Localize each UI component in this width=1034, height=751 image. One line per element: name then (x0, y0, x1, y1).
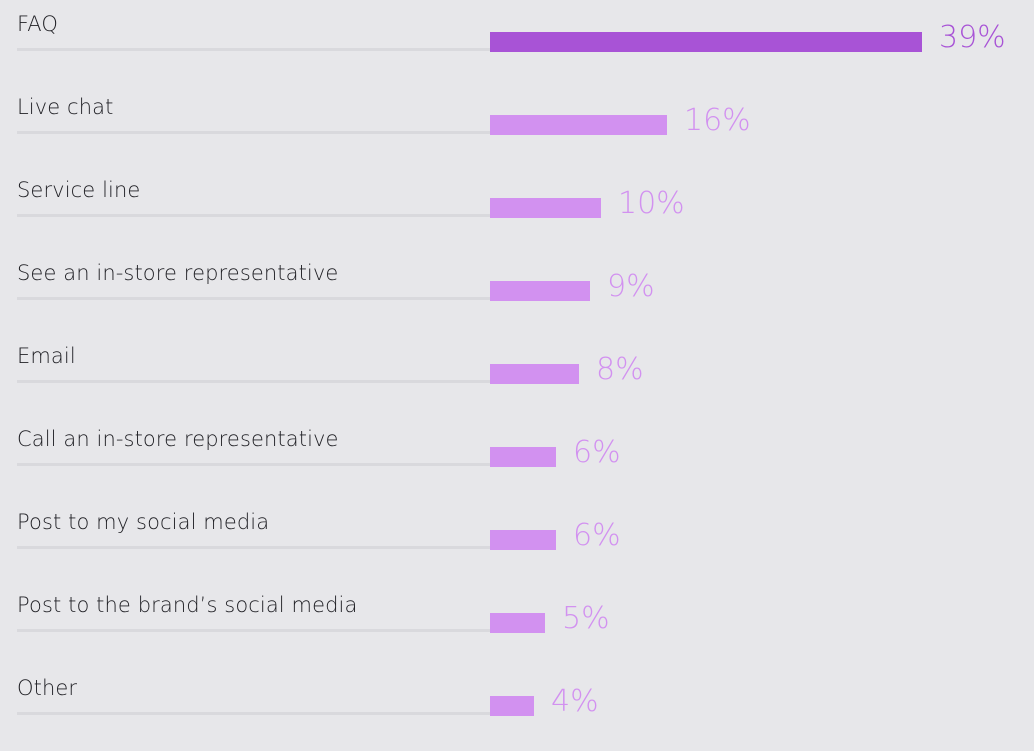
bar-chart: FAQ 39% Live chat 16% Service line 10% See an … (0, 4, 1034, 719)
chart-row-other: Other 4% (0, 668, 1034, 751)
category-label: Service line (17, 178, 141, 202)
category-label: Live chat (17, 95, 114, 119)
bar-call-an-in-store-representative (490, 447, 556, 467)
row-divider (17, 546, 491, 549)
value-label: 39% (939, 20, 1006, 55)
row-divider (17, 629, 491, 632)
row-divider (17, 214, 491, 217)
value-label: 6% (573, 435, 621, 470)
chart-row-post-to-the-brand-s-social-media: Post to the brand’s social media 5% (0, 585, 1034, 668)
value-label: 16% (684, 103, 751, 138)
chart-row-live-chat: Live chat 16% (0, 87, 1034, 170)
row-divider (17, 48, 491, 51)
row-divider (17, 297, 491, 300)
chart-row-post-to-my-social-media: Post to my social media 6% (0, 502, 1034, 585)
row-divider (17, 131, 491, 134)
value-label: 6% (573, 518, 621, 553)
bar-other (490, 696, 534, 716)
value-label: 4% (551, 684, 599, 719)
bar-post-to-my-social-media (490, 530, 556, 550)
bar-live-chat (490, 115, 667, 135)
value-label: 8% (596, 352, 644, 387)
row-divider (17, 463, 491, 466)
category-label: Post to my social media (17, 510, 270, 534)
chart-row-service-line: Service line 10% (0, 170, 1034, 253)
chart-row-call-an-in-store-representative: Call an in-store representative 6% (0, 419, 1034, 502)
bar-see-an-in-store-representative (490, 281, 590, 301)
value-label: 9% (607, 269, 655, 304)
bar-faq (490, 32, 922, 52)
row-divider (17, 712, 491, 715)
chart-row-email: Email 8% (0, 336, 1034, 419)
value-label: 5% (562, 601, 610, 636)
bar-post-to-the-brand-s-social-media (490, 613, 545, 633)
category-label: Other (17, 676, 78, 700)
bar-email (490, 364, 579, 384)
value-label: 10% (618, 186, 685, 221)
category-label: Post to the brand’s social media (17, 593, 358, 617)
row-divider (17, 380, 491, 383)
chart-row-see-an-in-store-representative: See an in-store representative 9% (0, 253, 1034, 336)
category-label: Email (17, 344, 76, 368)
bar-service-line (490, 198, 601, 218)
category-label: Call an in-store representative (17, 427, 339, 451)
category-label: FAQ (17, 12, 58, 36)
chart-row-faq: FAQ 39% (0, 4, 1034, 87)
category-label: See an in-store representative (17, 261, 339, 285)
